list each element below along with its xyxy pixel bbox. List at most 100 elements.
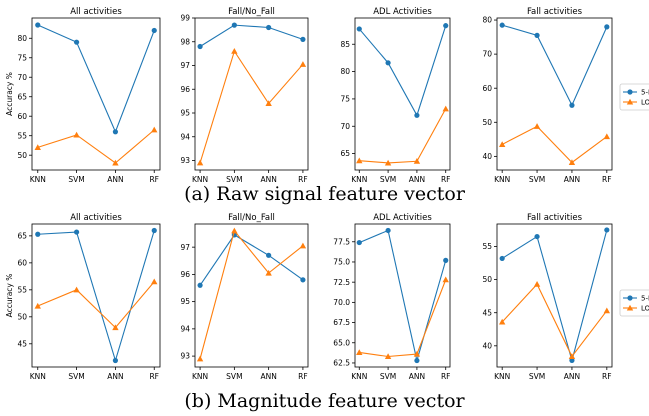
x-tick-label: RF bbox=[298, 372, 308, 381]
chart-6: Fall/No_Fall 93 94 95 96 97 KNN SVM ANN RF bbox=[180, 213, 309, 381]
data-point-cv bbox=[534, 32, 540, 38]
x-tick-label: KNN bbox=[351, 372, 367, 381]
chart-title: All activities bbox=[70, 213, 122, 223]
y-tick-label: 70.0 bbox=[333, 298, 350, 307]
x-tick-label: KNN bbox=[30, 175, 46, 184]
chart-2: Fall/No_Fall 93 94 95 96 97 98 99 KNN SVM ANN RF bbox=[180, 7, 309, 184]
x-tick-label: SVM bbox=[529, 175, 545, 184]
legend-box bbox=[619, 289, 649, 317]
y-tick-label: 77.5 bbox=[333, 237, 350, 246]
y-tick-label: 94 bbox=[180, 324, 190, 333]
x-tick-label: SVM bbox=[68, 372, 84, 381]
y-tick-label: 45 bbox=[17, 339, 27, 348]
y-tick-label: 94 bbox=[180, 132, 190, 141]
data-point-loso bbox=[442, 105, 449, 112]
data-point-cv bbox=[414, 357, 420, 364]
data-point-cv bbox=[414, 112, 420, 118]
caption-b: (b) Magnitude feature vector bbox=[184, 390, 465, 412]
data-point-cv bbox=[499, 22, 505, 28]
y-tick-label: 85 bbox=[340, 40, 350, 49]
y-tick-label: 50 bbox=[17, 151, 27, 160]
y-tick-label: 75 bbox=[17, 53, 27, 62]
data-point-cv bbox=[112, 129, 119, 135]
y-tick-label: 75 bbox=[340, 95, 350, 104]
data-point-loso bbox=[112, 324, 119, 331]
data-point-cv bbox=[266, 24, 272, 31]
data-point-loso bbox=[299, 61, 307, 67]
legend-box bbox=[619, 83, 649, 111]
x-tick-label: ANN bbox=[409, 372, 425, 381]
series-line-loso bbox=[359, 279, 447, 358]
y-tick-label: 99 bbox=[180, 14, 190, 23]
legend-marker-loso bbox=[626, 304, 634, 311]
chart-3: ADL Activities 65 70 75 80 85 KNN SVM ANN RF bbox=[340, 7, 450, 184]
legend-label: 5-Fold CV bbox=[641, 89, 649, 97]
data-point-loso bbox=[384, 159, 392, 166]
series-line-loso bbox=[359, 108, 447, 164]
x-tick-label: KNN bbox=[494, 372, 510, 381]
y-tick-label: 65.0 bbox=[333, 338, 350, 347]
chart-title: Fall activities bbox=[527, 213, 583, 223]
plot-frame bbox=[354, 17, 451, 171]
y-tick-label: 45 bbox=[482, 308, 492, 317]
y-tick-label: 55 bbox=[17, 285, 27, 294]
plot-frame bbox=[31, 223, 161, 368]
series-line-loso bbox=[37, 129, 155, 164]
data-point-loso bbox=[498, 318, 506, 325]
data-point-loso bbox=[384, 353, 392, 360]
y-tick-label: 40 bbox=[482, 341, 492, 350]
data-point-cv bbox=[385, 227, 391, 234]
y-tick-label: 95 bbox=[180, 297, 190, 306]
data-point-loso bbox=[196, 159, 204, 166]
series-line-loso bbox=[501, 125, 608, 164]
data-point-loso bbox=[356, 349, 363, 356]
data-point-loso bbox=[299, 242, 307, 249]
data-point-loso bbox=[265, 269, 272, 276]
y-tick-label: 60 bbox=[17, 112, 27, 121]
series-line-cv bbox=[502, 24, 608, 107]
data-point-cv bbox=[35, 231, 41, 237]
y-tick-label: 70 bbox=[17, 73, 27, 82]
data-point-cv bbox=[604, 24, 610, 30]
series-line-loso bbox=[199, 49, 304, 164]
data-point-cv bbox=[356, 239, 362, 246]
y-tick-label: 67.5 bbox=[333, 318, 350, 327]
data-point-loso bbox=[533, 281, 541, 287]
chart-title: ADL Activities bbox=[373, 213, 432, 223]
x-tick-label: ANN bbox=[260, 175, 276, 184]
plot-frame bbox=[31, 17, 161, 171]
x-tick-label: KNN bbox=[351, 175, 367, 184]
plot-frame bbox=[496, 17, 613, 171]
legend-label: LOSO bbox=[641, 305, 649, 313]
x-tick-label: RF bbox=[298, 175, 308, 184]
x-tick-label: SVM bbox=[226, 175, 242, 184]
y-tick-label: 93 bbox=[180, 156, 190, 165]
y-tick-label: 75.0 bbox=[333, 258, 350, 267]
data-point-cv bbox=[534, 233, 540, 240]
y-tick-label: 50 bbox=[482, 275, 492, 284]
data-point-cv bbox=[604, 227, 610, 233]
y-tick-label: 65 bbox=[340, 149, 350, 158]
plot-frame bbox=[194, 17, 309, 171]
legend-label: 5-Fold CV bbox=[641, 295, 649, 303]
data-point-loso bbox=[231, 48, 238, 54]
data-point-cv bbox=[151, 227, 157, 234]
data-point-loso bbox=[568, 353, 576, 359]
series-line-cv bbox=[37, 230, 155, 363]
x-tick-label: SVM bbox=[380, 372, 396, 381]
y-tick-label: 97 bbox=[180, 243, 190, 252]
y-tick-label: 65 bbox=[17, 92, 27, 101]
x-tick-label: RF bbox=[602, 175, 612, 184]
data-point-cv bbox=[300, 36, 306, 42]
chart-1: All activities 50 55 60 65 70 75 80 KNN SVM ANN RF A… bbox=[5, 7, 161, 184]
y-tick-label: 65 bbox=[17, 231, 27, 240]
chart-title: All activities bbox=[70, 7, 122, 17]
y-tick-label: 96 bbox=[180, 270, 190, 279]
y-axis-label: Accuracy % bbox=[5, 274, 14, 318]
legend-2: 5-Fold CV LOSO bbox=[619, 289, 649, 317]
series-line-cv bbox=[501, 229, 608, 363]
series-line-loso bbox=[199, 229, 304, 359]
x-tick-label: RF bbox=[602, 372, 612, 381]
y-tick-label: 70 bbox=[340, 122, 350, 131]
